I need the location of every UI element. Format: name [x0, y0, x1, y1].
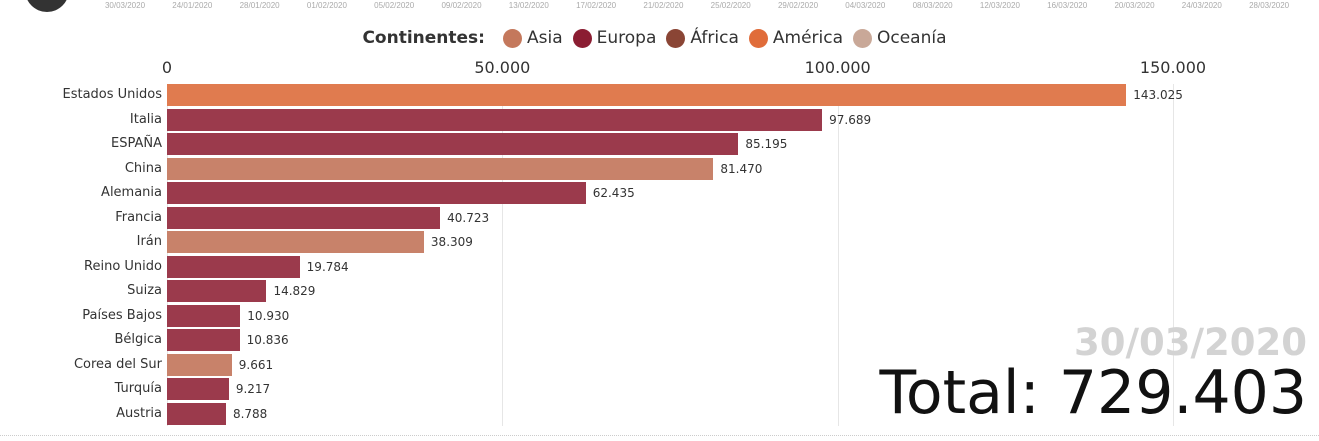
bar[interactable]	[167, 304, 241, 327]
timeline-date[interactable]: 21/02/2020	[643, 1, 684, 10]
bar[interactable]	[167, 329, 240, 351]
gridline	[837, 84, 839, 426]
country-label: ESPAÑA	[111, 136, 162, 151]
country-label: Estados Unidos	[62, 87, 162, 102]
legend-swatch	[748, 28, 768, 48]
timeline-date[interactable]: 25/02/2020	[710, 1, 751, 10]
bar[interactable]	[167, 402, 226, 425]
legend: Continentes: Asia Europa África América Ocea…	[0, 25, 1319, 51]
x-axis-tick-label: 150.000	[1139, 58, 1207, 77]
timeline-slider[interactable]: 30/03/2020 24/01/2020 28/01/2020 01/02/2020…	[0, 0, 1319, 14]
legend-label: Asia	[526, 28, 563, 48]
gridline	[1173, 84, 1174, 426]
bar[interactable]	[167, 353, 232, 376]
legend-item[interactable]: África	[666, 28, 739, 48]
timeline-date[interactable]: 28/03/2020	[1249, 1, 1290, 10]
x-axis-tick-label: 50.000	[474, 58, 531, 77]
legend-item[interactable]: Oceanía	[853, 28, 947, 48]
timeline-date[interactable]: 20/03/2020	[1114, 1, 1155, 10]
gridline	[502, 84, 504, 426]
legend-item[interactable]: Asia	[502, 28, 563, 48]
timeline-date[interactable]: 29/02/2020	[777, 1, 819, 10]
bar[interactable]	[167, 231, 424, 253]
timeline-date[interactable]: 05/02/2020	[374, 1, 415, 10]
legend-swatch	[853, 28, 872, 48]
value-label: 81.470	[720, 161, 763, 176]
value-label: 38.309	[430, 235, 473, 249]
bar[interactable]	[167, 280, 267, 302]
value-label: 10.836	[246, 333, 289, 347]
timeline-date[interactable]: 01/02/2020	[306, 1, 347, 10]
timeline-date[interactable]: 04/03/2020	[845, 1, 886, 10]
timeline-date[interactable]: 16/03/2020	[1047, 1, 1088, 10]
timeline-date[interactable]: 30/03/2020	[104, 1, 146, 10]
value-label: 62.435	[592, 186, 635, 200]
country-label: Países Bajos	[82, 307, 162, 323]
bar[interactable]	[167, 255, 300, 278]
total-count: Total: 729.403	[879, 358, 1307, 428]
play-button[interactable]	[25, 0, 69, 12]
value-label: 14.829	[273, 284, 316, 298]
bar[interactable]	[167, 378, 229, 400]
country-label: Bélgica	[114, 332, 162, 347]
timeline-date[interactable]: 28/01/2020	[239, 1, 280, 10]
bar[interactable]	[167, 182, 586, 204]
timeline-date[interactable]: 24/01/2020	[172, 1, 213, 10]
country-label: Corea del Sur	[73, 356, 162, 372]
bar[interactable]	[167, 84, 1127, 106]
bar[interactable]	[167, 108, 823, 131]
divider	[0, 435, 1319, 436]
legend-swatch	[502, 28, 522, 48]
country-label: Suiza	[127, 283, 162, 298]
bar[interactable]	[167, 133, 739, 155]
value-label: 8.788	[232, 406, 268, 421]
timeline-date[interactable]: 09/02/2020	[441, 1, 482, 10]
value-label: 40.723	[447, 210, 490, 225]
gridline	[167, 84, 168, 426]
country-label: Turquía	[114, 381, 162, 396]
country-label: Alemania	[101, 185, 162, 200]
legend-label: Oceanía	[877, 28, 947, 48]
legend-swatch	[572, 28, 592, 48]
value-label: 9.217	[235, 382, 271, 396]
bar[interactable]	[167, 157, 714, 180]
legend-item[interactable]: Europa	[572, 28, 657, 48]
legend-label: América	[772, 28, 843, 48]
legend-title: Continentes:	[362, 28, 485, 48]
timeline-date[interactable]: 17/02/2020	[576, 1, 617, 10]
value-label: 9.661	[238, 357, 274, 372]
x-axis-tick-label: 100.000	[804, 58, 871, 77]
timeline-date[interactable]: 13/02/2020	[508, 1, 549, 10]
timeline-date[interactable]: 12/03/2020	[979, 1, 1020, 10]
legend-swatch	[666, 28, 686, 48]
value-label: 85.195	[745, 137, 788, 151]
timeline-date[interactable]: 24/03/2020	[1181, 1, 1222, 10]
country-label: Irán	[136, 234, 162, 249]
value-label: 97.689	[829, 112, 872, 127]
timeline-date[interactable]: 08/03/2020	[912, 1, 953, 10]
country-label: Francia	[115, 209, 162, 225]
country-label: Austria	[116, 405, 162, 421]
x-axis-tick-label: 0	[161, 58, 173, 77]
country-label: Italia	[129, 111, 162, 127]
country-label: China	[124, 160, 162, 176]
legend-label: África	[690, 28, 739, 48]
value-label: 19.784	[306, 259, 349, 274]
current-date: 30/03/2020	[1074, 321, 1307, 364]
value-label: 10.930	[247, 308, 290, 323]
legend-label: Europa	[596, 28, 657, 48]
country-label: Reino Unido	[84, 258, 162, 274]
value-label: 143.025	[1133, 88, 1183, 102]
legend-item[interactable]: América	[748, 28, 843, 48]
bar[interactable]	[167, 206, 441, 229]
